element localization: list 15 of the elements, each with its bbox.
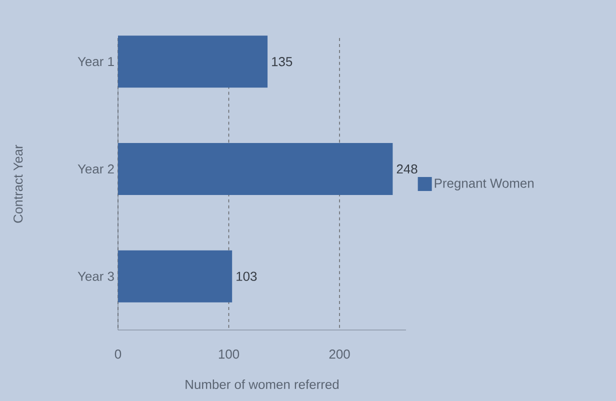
data-label: 248 bbox=[396, 164, 418, 174]
y-axis-title: Contract Year bbox=[13, 144, 23, 223]
legend-label: Pregnant Women bbox=[434, 178, 534, 190]
bar bbox=[118, 142, 393, 195]
y-tick-label: Year 3 bbox=[78, 272, 114, 281]
x-axis-title: Number of women referred bbox=[186, 380, 339, 390]
data-label: 135 bbox=[272, 57, 292, 66]
bar bbox=[118, 250, 232, 302]
x-tick-label: 0 bbox=[114, 350, 122, 359]
x-tick-label: 100 bbox=[218, 350, 240, 359]
y-tick-label: Year 1 bbox=[78, 57, 114, 66]
y-tick-label: Year 2 bbox=[78, 164, 114, 174]
x-tick-label: 200 bbox=[329, 350, 350, 359]
bar bbox=[118, 36, 268, 88]
data-label: 103 bbox=[236, 272, 257, 281]
